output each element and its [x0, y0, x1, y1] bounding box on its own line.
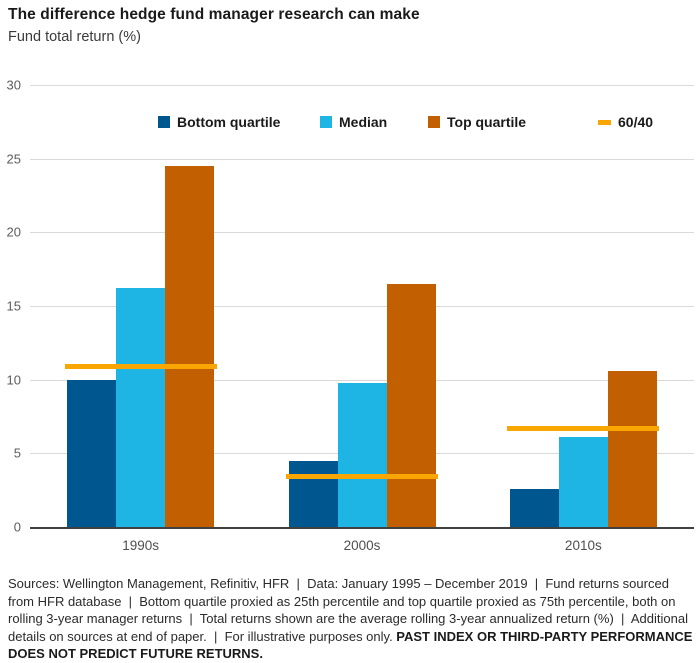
x-axis-label-2010s: 2010s	[564, 538, 602, 553]
x-axis-baseline	[30, 527, 694, 529]
legend-item-median: Median	[320, 112, 387, 132]
bar-median-1990s	[116, 288, 166, 527]
benchmark-line-60-40-2010s	[507, 425, 660, 431]
page-title: The difference hedge fund manager resear…	[8, 6, 420, 23]
bar-top-quartile-2010s	[607, 370, 657, 527]
benchmark-line-60-40-2000s	[286, 474, 438, 480]
gridline-30	[30, 85, 694, 86]
bar-bottom-quartile-1990s	[67, 379, 117, 527]
bar-top-quartile-1990s	[165, 166, 215, 527]
benchmark-line-60-40-1990s	[64, 363, 217, 369]
footer-disclaimer: PAST INDEX OR THIRD-PARTY PERFORMANCE DO…	[8, 628, 697, 662]
y-axis-tick-label-20: 20	[6, 224, 21, 240]
x-axis-label-2000s: 2000s	[343, 538, 381, 553]
gridline-20	[30, 232, 694, 234]
bar-bottom-quartile-2010s	[509, 488, 559, 527]
gridline-25	[30, 158, 694, 160]
y-axis-tick-label-25: 25	[6, 151, 21, 167]
y-axis-tick-label-5: 5	[13, 445, 21, 461]
bar-top-quartile-2000s	[386, 283, 436, 527]
bar-median-2000s	[337, 382, 387, 527]
gridline-15	[30, 306, 694, 307]
bar-median-2010s	[558, 437, 608, 527]
footer-note: Sources: Wellington Management, Refiniti…	[8, 575, 697, 663]
legend-item-bottom-quartile: Bottom quartile	[158, 112, 280, 132]
legend-label-60-40: 60/40	[618, 114, 654, 130]
y-axis-tick-label-0: 0	[13, 519, 21, 535]
y-axis-title: Fund total return (%)	[8, 29, 141, 45]
y-axis-tick-label-15: 15	[6, 298, 21, 314]
x-axis-label-1990s: 1990s	[122, 538, 160, 553]
footer-sources-text: Sources: Wellington Management, Refiniti…	[8, 576, 692, 644]
legend-label-top-quartile: Top quartile	[447, 114, 527, 130]
gridline-10	[30, 379, 694, 381]
legend-label-median: Median	[339, 114, 388, 130]
legend-item-60-40: 60/40	[598, 112, 653, 132]
legend-label-bottom-quartile: Bottom quartile	[177, 114, 281, 130]
legend-swatch-60-40-dash-icon	[598, 119, 611, 125]
y-axis-tick-label-30: 30	[6, 77, 21, 93]
legend-item-top-quartile: Top quartile	[428, 112, 526, 132]
y-axis-tick-label-10: 10	[6, 372, 21, 388]
legend-swatch-top-quartile-square-icon	[428, 116, 440, 128]
legend-swatch-bottom-quartile-square-icon	[158, 116, 170, 128]
bar-bottom-quartile-2000s	[288, 460, 338, 527]
legend-swatch-median-square-icon	[320, 116, 332, 128]
